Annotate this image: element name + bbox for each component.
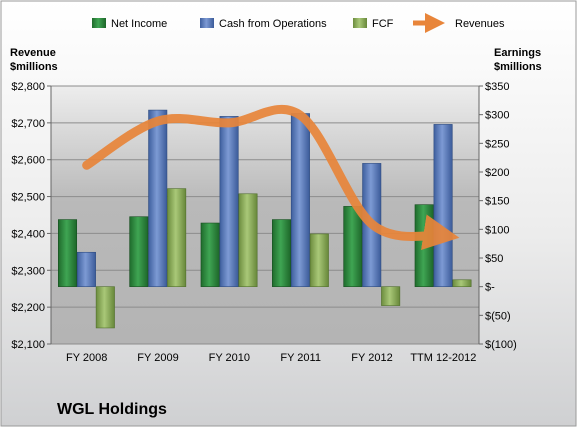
x-tick-label: TTM 12-2012 bbox=[410, 352, 476, 364]
right-axis-title-line2: $millions bbox=[494, 61, 542, 73]
right-tick-label: $200 bbox=[485, 167, 509, 179]
bar-fcf bbox=[95, 286, 115, 329]
x-tick-label: FY 2012 bbox=[351, 352, 392, 364]
bar-net-income bbox=[343, 206, 363, 287]
right-axis-title-line1: Earnings bbox=[494, 47, 541, 59]
legend-label-cash-from-operations: Cash from Operations bbox=[219, 18, 327, 30]
bar-cash-from-operations bbox=[148, 109, 168, 287]
right-tick-label: $(100) bbox=[485, 339, 517, 351]
x-tick-label: FY 2010 bbox=[209, 352, 250, 364]
legend-swatch-cash-from-operations bbox=[200, 18, 214, 28]
right-axis-ticks: $(100) $(50) $- $50 $100 $150 $200 $250 $300 $350 bbox=[478, 81, 517, 351]
bar-net-income bbox=[129, 216, 149, 287]
right-tick-label: $300 bbox=[485, 110, 509, 122]
legend-label-net-income: Net Income bbox=[111, 18, 167, 30]
bar-cash-from-operations bbox=[76, 251, 96, 287]
legend: Net Income Cash from Operations FCF Reve… bbox=[92, 13, 505, 33]
left-tick-label: $2,700 bbox=[11, 118, 45, 130]
right-tick-label: $50 bbox=[485, 253, 503, 265]
right-tick-label: $100 bbox=[485, 224, 509, 236]
left-tick-label: $2,400 bbox=[11, 228, 45, 240]
bar-cash-from-operations bbox=[219, 116, 239, 287]
legend-swatch-fcf bbox=[353, 18, 367, 28]
left-axis-title-line2: $millions bbox=[10, 61, 58, 73]
bar-fcf bbox=[381, 286, 401, 306]
left-tick-label: $2,600 bbox=[11, 155, 45, 167]
x-tick-label: FY 2009 bbox=[137, 352, 178, 364]
left-tick-label: $2,100 bbox=[11, 339, 45, 351]
right-tick-label: $350 bbox=[485, 81, 509, 93]
legend-swatch-net-income bbox=[92, 18, 106, 28]
bar-net-income bbox=[200, 222, 220, 287]
bar-fcf bbox=[452, 279, 472, 287]
legend-label-revenues: Revenues bbox=[455, 18, 505, 30]
line-series bbox=[82, 104, 460, 251]
left-tick-label: $2,200 bbox=[11, 302, 45, 314]
bar-cash-from-operations bbox=[290, 113, 310, 287]
bar-net-income bbox=[58, 219, 78, 287]
bar-cash-from-operations bbox=[433, 124, 453, 287]
bar-fcf bbox=[167, 188, 187, 287]
chart-title: WGL Holdings bbox=[57, 401, 167, 418]
bar-net-income bbox=[272, 219, 292, 287]
right-tick-label: $- bbox=[485, 282, 495, 294]
left-axis-title-line1: Revenue bbox=[10, 47, 56, 59]
legend-label-fcf: FCF bbox=[372, 18, 394, 30]
left-tick-label: $2,800 bbox=[11, 81, 45, 93]
bar-fcf bbox=[309, 233, 329, 287]
right-tick-label: $150 bbox=[485, 196, 509, 208]
bar-fcf bbox=[238, 193, 258, 287]
x-axis-ticks: FY 2008 FY 2009 FY 2010 FY 2011 FY 2012 TTM 1… bbox=[66, 352, 476, 364]
left-tick-label: $2,300 bbox=[11, 265, 45, 277]
right-tick-label: $(50) bbox=[485, 310, 511, 322]
revenues-line bbox=[82, 104, 460, 251]
right-tick-label: $250 bbox=[485, 138, 509, 150]
plot-area bbox=[51, 86, 479, 344]
left-axis-ticks: $2,100 $2,200 $2,300 $2,400 $2,500 $2,600 $2,7… bbox=[11, 81, 52, 351]
x-tick-label: FY 2011 bbox=[280, 352, 321, 364]
left-tick-label: $2,500 bbox=[11, 192, 45, 204]
x-tick-label: FY 2008 bbox=[66, 352, 107, 364]
bar-net-income bbox=[414, 204, 434, 287]
